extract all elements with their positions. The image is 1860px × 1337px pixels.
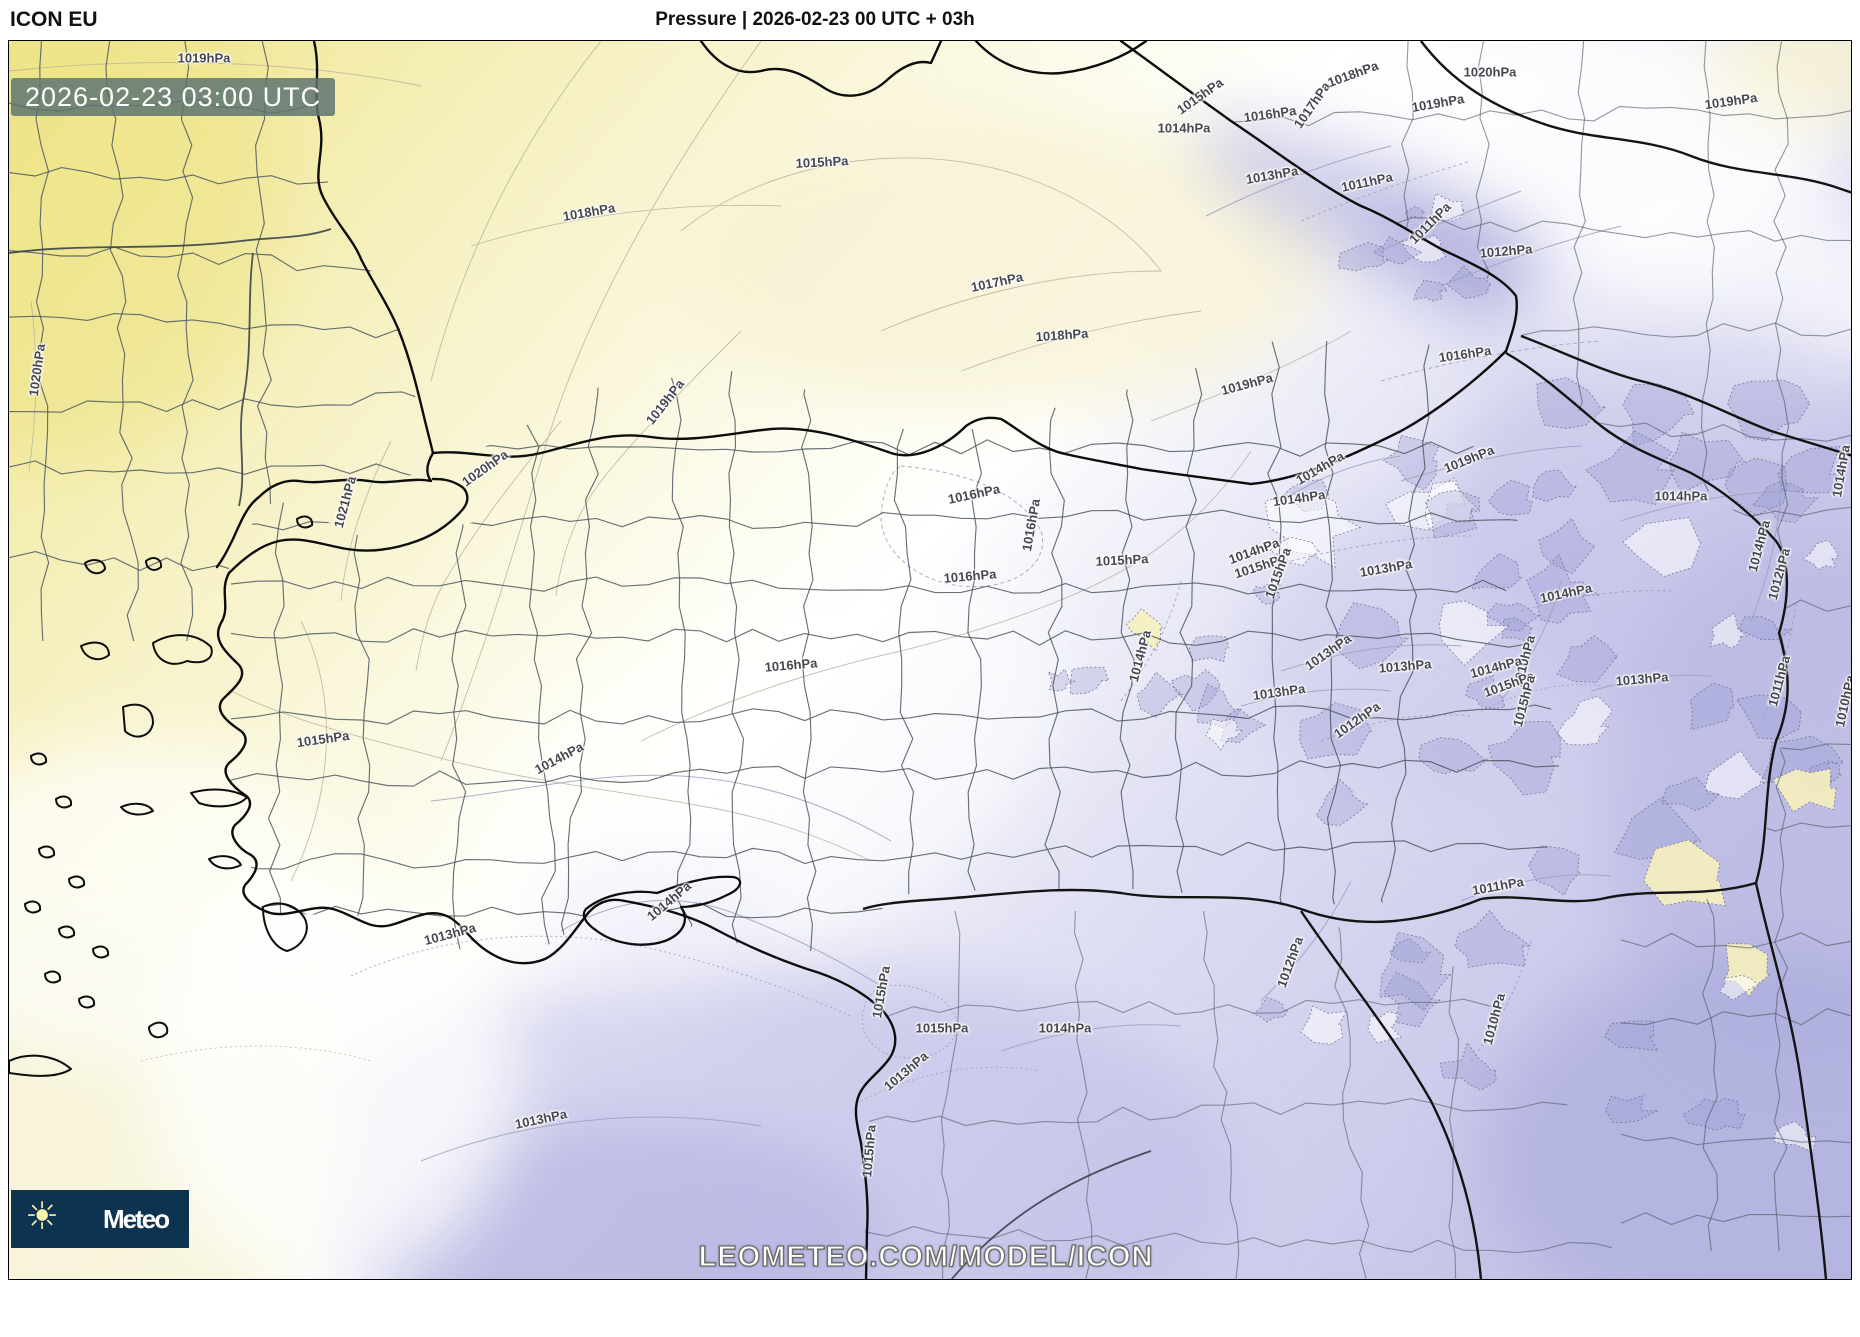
province-borders-syria [860, 911, 1616, 1279]
country-borders-bold [862, 41, 1851, 1279]
watermark: LEOMETEO.COM/MODEL/ICON [698, 1240, 1154, 1273]
isobar-label: 1019hPa [177, 50, 231, 66]
model-name: ICON EU [10, 8, 98, 31]
logo-text: Meteo [103, 1204, 170, 1234]
country-borders-gray [9, 228, 1152, 1279]
islands [9, 515, 742, 1077]
isobar-lines-light [9, 41, 1352, 1062]
isobar-label: 1015hPa [795, 153, 849, 171]
isobar-label: 1014hPa [1038, 1020, 1092, 1036]
isobar-label: 1015hPa [915, 1020, 969, 1036]
isobar-label: 1015hPa [1095, 551, 1149, 569]
pressure-map: 1019hPa 1018hPa 1015hPa 1017hPa 1018hPa 1014h… [8, 40, 1852, 1280]
sun-icon: ☀ [25, 1196, 60, 1238]
colorbar-section: 1008.80 hPa 9559609659709759809859909951… [0, 1281, 1860, 1337]
pressure-anomaly-blobs [1047, 192, 1845, 1153]
isobar-label: 1020hPa [1463, 64, 1517, 80]
page-title: Pressure | 2026-02-23 00 UTC + 03h [655, 9, 975, 30]
site-logo[interactable]: ☀ Meteo [11, 1190, 189, 1248]
isobar-lines-cool [350, 145, 1802, 1162]
isobar-label: 1014hPa [1654, 488, 1708, 504]
province-borders-turkey [230, 340, 1561, 952]
isobar-label: 1014hPa [1157, 120, 1211, 136]
coastlines [215, 41, 1518, 1279]
timestamp-overlay: 2026-02-23 03:00 UTC [11, 78, 336, 116]
map-canvas [9, 41, 1851, 1279]
